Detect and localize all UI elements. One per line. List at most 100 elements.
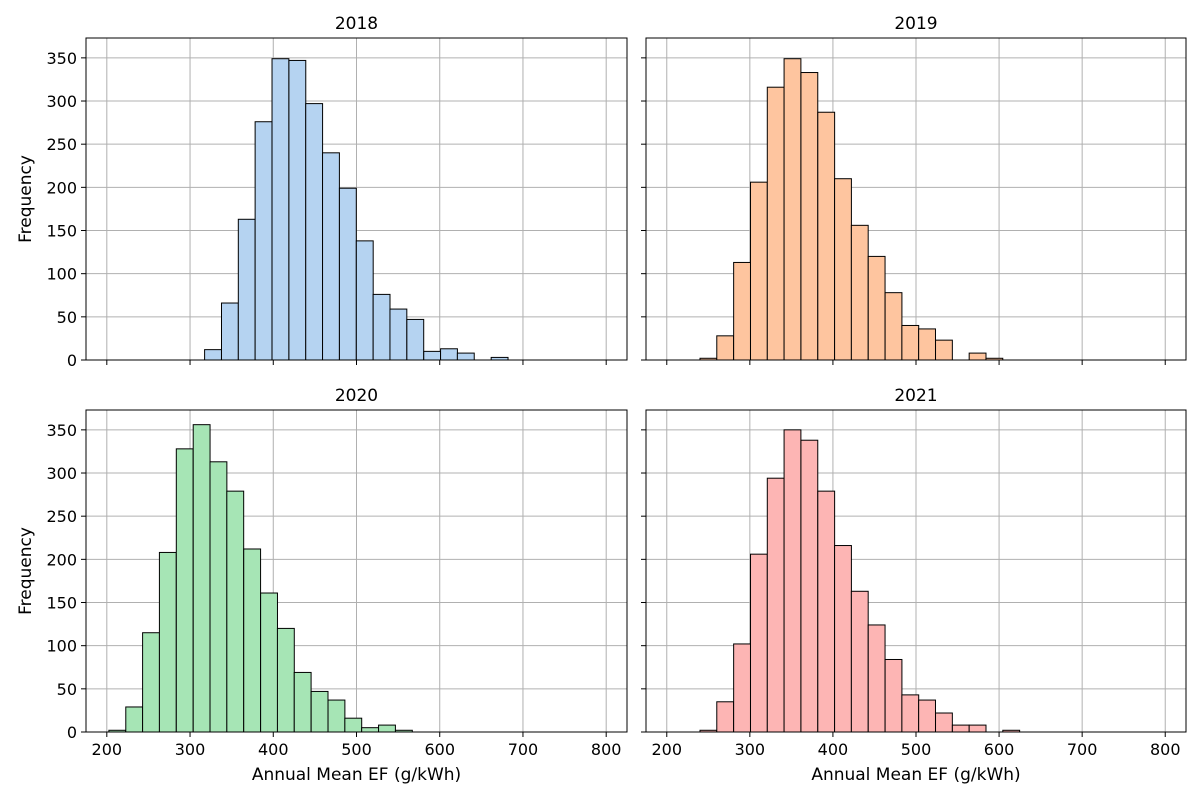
y-tick-label: 150 — [46, 594, 77, 613]
histogram-bar — [716, 335, 735, 361]
histogram-bar — [226, 490, 245, 733]
histogram-bar — [800, 439, 819, 733]
histogram-bar — [867, 255, 886, 361]
histogram-bar — [237, 218, 256, 361]
histogram-bar — [175, 448, 194, 733]
histogram-bar — [361, 727, 380, 733]
y-tick-label: 0 — [67, 351, 77, 370]
histogram-bar — [355, 240, 374, 361]
panel-title: 2019 — [894, 14, 937, 34]
histogram-bar — [817, 490, 836, 733]
panel-2020: 200 300 400 500 600 700 800 0 50 100 150 200 250 300 3… — [16, 386, 628, 785]
panel-title: 2020 — [335, 386, 378, 406]
x-tick-label: 500 — [901, 740, 932, 759]
x-tick-label: 700 — [508, 740, 539, 759]
y-tick-label: 200 — [46, 178, 77, 197]
x-tick-label: 800 — [1150, 740, 1181, 759]
x-tick-label: 600 — [984, 740, 1015, 759]
histogram-bar — [968, 724, 987, 733]
y-tick-label: 350 — [46, 49, 77, 68]
histogram-bar — [850, 590, 869, 733]
histogram-bar — [310, 690, 329, 733]
histogram-bar — [260, 592, 278, 733]
y-tick-label: 300 — [46, 92, 77, 111]
histogram-bar — [766, 477, 785, 733]
x-tick-label: 300 — [175, 740, 206, 759]
y-tick-label: 200 — [46, 550, 77, 569]
panel-title: 2018 — [335, 14, 378, 34]
histogram-bar — [733, 261, 751, 361]
panel-2021: 200 300 400 500 600 700 800 2021 Annual Mean EF … — [641, 386, 1187, 785]
histogram-bar — [901, 324, 920, 361]
histogram-bar — [406, 318, 425, 361]
y-axis-label: Frequency — [16, 527, 36, 615]
histogram-bar — [935, 712, 953, 733]
histogram-bar — [293, 671, 312, 733]
histogram-bar — [918, 699, 936, 733]
histogram-bar — [750, 553, 768, 733]
y-tick-label: 50 — [57, 308, 77, 327]
histogram-bar — [783, 58, 802, 361]
histogram-bar — [209, 461, 228, 733]
histogram-bar — [158, 551, 177, 733]
histogram-bar — [389, 308, 408, 361]
histogram-bar — [440, 348, 458, 361]
histogram-bar — [220, 302, 239, 361]
histogram-bar — [271, 58, 290, 361]
y-tick-label: 350 — [46, 421, 77, 440]
histogram-bar — [243, 548, 262, 733]
x-tick-label: 600 — [424, 740, 455, 759]
histogram-bar — [322, 152, 340, 361]
y-tick-label: 250 — [46, 135, 77, 154]
histogram-bar — [276, 627, 295, 733]
histogram-bar — [192, 424, 211, 733]
histogram-bar — [378, 724, 396, 733]
y-tick-label: 100 — [46, 637, 77, 656]
histogram-bar — [456, 352, 475, 361]
histogram-bar — [968, 352, 987, 361]
x-tick-label: 700 — [1067, 740, 1098, 759]
histogram-bar — [834, 545, 852, 733]
y-tick-label: 0 — [67, 723, 77, 742]
histogram-bar — [733, 643, 751, 733]
histogram-bar — [817, 111, 836, 361]
histogram-bar — [918, 328, 936, 361]
histogram-bar — [884, 658, 903, 733]
x-tick-label: 200 — [651, 740, 682, 759]
histogram-bar — [344, 717, 363, 733]
y-tick-label: 300 — [46, 464, 77, 483]
histogram-bar — [901, 694, 920, 733]
histogram-bar — [783, 429, 802, 733]
histogram-bar — [204, 349, 222, 361]
histogram-bar — [305, 103, 324, 361]
y-tick-label: 50 — [57, 680, 77, 699]
histogram-bar — [125, 706, 144, 733]
x-tick-label: 500 — [341, 740, 372, 759]
histogram-bar — [423, 350, 442, 361]
panel-2018: 0 50 100 150 200 250 300 350 2018 Frequency — [16, 14, 628, 370]
x-tick-label: 200 — [92, 740, 123, 759]
y-tick-label: 100 — [46, 265, 77, 284]
panel-2019: 2019 — [641, 14, 1187, 365]
histogram-bar — [834, 178, 852, 361]
histogram-bar — [372, 293, 391, 361]
histogram-bar — [750, 181, 768, 361]
x-axis-label: Annual Mean EF (g/kWh) — [252, 765, 461, 785]
histogram-bar — [716, 701, 735, 733]
histogram-bar — [327, 699, 346, 733]
histogram-bar — [288, 59, 307, 361]
panel-title: 2021 — [894, 386, 937, 406]
histogram-bar — [142, 632, 160, 733]
histogram-bar — [867, 624, 886, 733]
histogram-bar — [884, 292, 903, 361]
x-tick-label: 300 — [735, 740, 766, 759]
histogram-bar — [850, 224, 869, 361]
y-tick-label: 150 — [46, 222, 77, 241]
x-tick-label: 800 — [591, 740, 622, 759]
histogram-bar — [935, 339, 953, 361]
histogram-bar — [951, 724, 970, 733]
histogram-bar — [766, 86, 785, 361]
y-tick-label: 250 — [46, 507, 77, 526]
x-axis-label: Annual Mean EF (g/kWh) — [811, 765, 1020, 785]
